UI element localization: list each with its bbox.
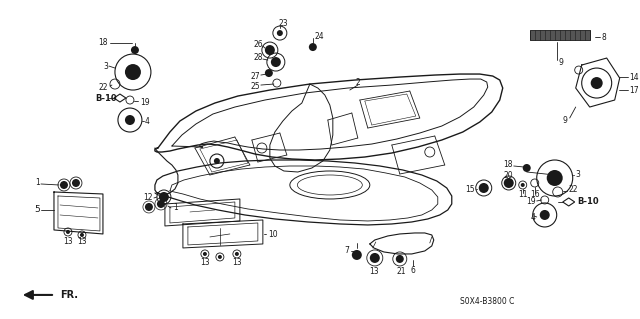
Circle shape [479, 183, 489, 193]
Text: 24: 24 [315, 32, 324, 41]
Circle shape [235, 252, 239, 256]
Text: 10: 10 [268, 230, 278, 240]
Text: 19: 19 [526, 197, 536, 206]
Text: 13: 13 [200, 258, 210, 267]
Circle shape [203, 252, 207, 256]
Circle shape [352, 250, 362, 260]
Text: 19: 19 [140, 98, 150, 107]
Text: 1: 1 [173, 204, 178, 212]
Text: 3: 3 [576, 170, 580, 180]
Circle shape [309, 43, 317, 51]
Circle shape [504, 178, 514, 188]
Circle shape [547, 170, 563, 186]
Text: S0X4-B3800 C: S0X4-B3800 C [460, 297, 514, 307]
Text: 13: 13 [77, 237, 87, 247]
Circle shape [66, 230, 70, 234]
Text: 21: 21 [396, 267, 406, 277]
Circle shape [265, 69, 273, 77]
Circle shape [131, 46, 139, 54]
Circle shape [521, 183, 525, 187]
Text: 16: 16 [530, 190, 540, 199]
Text: 14: 14 [630, 72, 639, 82]
Text: B-10: B-10 [95, 93, 116, 102]
Text: 17: 17 [630, 85, 639, 94]
Text: 2: 2 [355, 78, 360, 86]
Text: 8: 8 [602, 33, 607, 41]
Circle shape [396, 255, 404, 263]
Text: 23: 23 [278, 19, 287, 27]
Text: 1: 1 [35, 179, 40, 188]
Text: FR.: FR. [60, 290, 78, 300]
Text: 22: 22 [569, 185, 578, 195]
Polygon shape [114, 94, 126, 102]
Circle shape [80, 233, 84, 237]
Circle shape [265, 45, 275, 55]
Text: 4: 4 [145, 116, 150, 125]
Text: 6: 6 [410, 266, 415, 275]
Circle shape [540, 210, 550, 220]
Text: B-10: B-10 [578, 197, 599, 206]
Text: 4: 4 [531, 213, 536, 222]
Circle shape [591, 77, 603, 89]
Polygon shape [563, 198, 575, 206]
Circle shape [159, 192, 169, 202]
Text: 13: 13 [232, 258, 242, 267]
Text: 18: 18 [503, 160, 513, 169]
Circle shape [271, 57, 281, 67]
Text: 28: 28 [253, 53, 263, 62]
Circle shape [125, 64, 141, 80]
Circle shape [145, 203, 153, 211]
Text: 9: 9 [563, 115, 568, 124]
Text: 13: 13 [369, 267, 379, 277]
Circle shape [157, 200, 165, 208]
Text: 7: 7 [344, 247, 349, 256]
Text: 27: 27 [250, 71, 260, 80]
Circle shape [218, 255, 222, 259]
Text: 5: 5 [34, 205, 40, 214]
Text: 3: 3 [103, 62, 108, 70]
Circle shape [523, 164, 531, 172]
Text: 18: 18 [99, 38, 108, 47]
Circle shape [370, 253, 380, 263]
Circle shape [72, 179, 80, 187]
Text: 11: 11 [518, 190, 527, 199]
Text: 9: 9 [559, 57, 564, 67]
Circle shape [125, 115, 135, 125]
Text: 15: 15 [465, 185, 475, 195]
Text: 22: 22 [99, 83, 108, 92]
Text: 26: 26 [253, 40, 263, 48]
Circle shape [214, 158, 220, 164]
Text: 13: 13 [63, 237, 73, 247]
Circle shape [60, 181, 68, 189]
Text: 12: 12 [143, 194, 153, 203]
Circle shape [277, 30, 283, 36]
Text: 20: 20 [504, 172, 513, 181]
Text: 25: 25 [250, 82, 260, 91]
Polygon shape [530, 30, 589, 40]
